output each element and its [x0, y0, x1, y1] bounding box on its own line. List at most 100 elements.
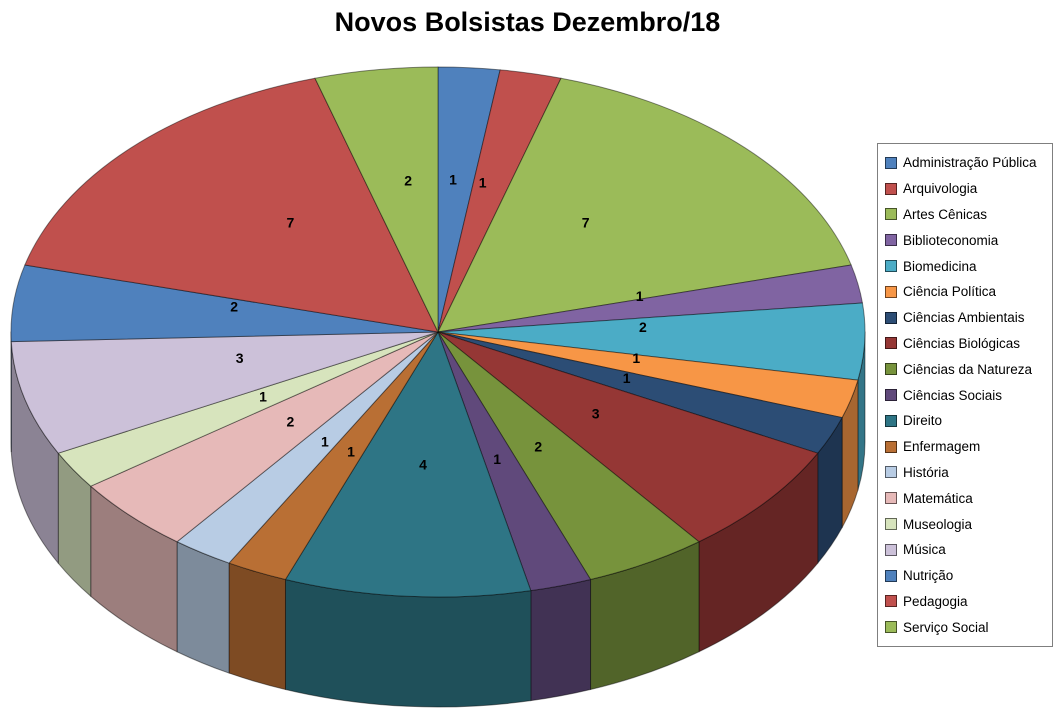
- slice-value-label: 2: [534, 439, 542, 455]
- pie-slice: [437, 331, 819, 543]
- legend-label: Ciência Política: [903, 284, 997, 300]
- legend-item: Matemática: [885, 485, 1052, 511]
- slice-value-label: 1: [636, 288, 644, 304]
- chart-title: Novos Bolsistas Dezembro/18: [334, 7, 721, 37]
- pie-slice: [24, 77, 439, 333]
- slice-value-label: 1: [321, 433, 329, 449]
- pie-side-walls: [10, 331, 866, 708]
- legend-label: Pedagogia: [903, 593, 968, 609]
- legend-swatch: [885, 311, 897, 324]
- legend-label: Direito: [903, 413, 943, 429]
- slice-value-label: 3: [236, 350, 244, 366]
- slice-value-label: 1: [493, 451, 501, 467]
- legend-item: Biblioteconomia: [885, 227, 1052, 253]
- pie-slice: [90, 331, 439, 543]
- pie-slice: [437, 264, 863, 333]
- legend-label: Artes Cênicas: [903, 206, 988, 222]
- pie-slice-wall: [176, 541, 230, 674]
- legend-label: Ciências Sociais: [903, 387, 1003, 403]
- legend-swatch: [885, 621, 897, 634]
- slice-value-label: 1: [479, 174, 487, 190]
- legend-label: Nutrição: [903, 568, 954, 584]
- slice-value-label: 7: [287, 215, 295, 231]
- pie-slice: [314, 66, 439, 333]
- legend-label: Música: [903, 542, 946, 558]
- pie-slice: [284, 331, 532, 598]
- legend-swatch: [885, 492, 897, 505]
- slice-value-label: 1: [449, 171, 457, 187]
- legend-label: Biomedicina: [903, 258, 977, 274]
- legend-label: História: [903, 464, 949, 480]
- legend-swatch: [885, 466, 897, 479]
- legend-swatch: [885, 156, 897, 169]
- legend-swatch: [885, 543, 897, 556]
- legend-item: Administração Pública: [885, 150, 1052, 176]
- legend-label: Museologia: [903, 516, 973, 532]
- legend-swatch: [885, 337, 897, 350]
- legend-label: Serviço Social: [903, 619, 989, 635]
- legend-label: Ciências da Natureza: [903, 361, 1033, 377]
- legend-item: Arquivologia: [885, 176, 1052, 202]
- legend-swatch: [885, 182, 897, 195]
- legend-swatch: [885, 595, 897, 608]
- pie-slice: [176, 331, 439, 564]
- pie-slice: [228, 331, 439, 581]
- slice-value-label: 2: [230, 298, 238, 314]
- legend-swatch: [885, 208, 897, 221]
- slice-value-label: 3: [592, 406, 600, 422]
- legend-item: Música: [885, 537, 1052, 563]
- legend-swatch: [885, 518, 897, 531]
- legend-label: Enfermagem: [903, 439, 981, 455]
- pie-slice: [437, 331, 859, 419]
- legend-item: Biomedicina: [885, 253, 1052, 279]
- slice-value-label: 1: [623, 370, 631, 386]
- legend-label: Ciências Ambientais: [903, 310, 1025, 326]
- legend-item: Pedagogia: [885, 589, 1052, 615]
- pie-slice: [437, 302, 866, 381]
- legend-item: História: [885, 460, 1052, 486]
- legend: Administração Pública Arquivologia Artes C…: [877, 143, 1053, 648]
- legend-item: Enfermagem: [885, 434, 1052, 460]
- pie-slice: [437, 77, 852, 333]
- pie-slice-wall: [530, 579, 592, 702]
- legend-swatch: [885, 363, 897, 376]
- legend-item: Ciências da Natureza: [885, 356, 1052, 382]
- legend-label: Arquivologia: [903, 181, 978, 197]
- legend-item: Serviço Social: [885, 614, 1052, 640]
- legend-swatch: [885, 389, 897, 402]
- legend-label: Administração Pública: [903, 155, 1037, 171]
- slice-value-label: 4: [419, 457, 427, 473]
- pie-slice: [437, 69, 562, 333]
- pie-slice-wall: [228, 562, 286, 691]
- legend-swatch: [885, 234, 897, 247]
- legend-label: Ciências Biológicas: [903, 335, 1021, 351]
- legend-swatch: [885, 414, 897, 427]
- pie-slice: [437, 331, 700, 581]
- slice-value-label: 2: [639, 319, 647, 335]
- pie-top-faces: [10, 66, 866, 598]
- legend-swatch: [885, 569, 897, 582]
- legend-item: Ciência Política: [885, 279, 1052, 305]
- legend-item: Ciências Sociais: [885, 382, 1052, 408]
- legend-swatch: [885, 440, 897, 453]
- pie-slice: [10, 331, 439, 454]
- slice-value-label: 2: [287, 413, 295, 429]
- legend-item: Artes Cênicas: [885, 202, 1052, 228]
- legend-item: Ciências Biológicas: [885, 331, 1052, 357]
- legend-label: Biblioteconomia: [903, 232, 999, 248]
- slice-value-label: 1: [259, 389, 267, 405]
- pie-slice: [10, 264, 439, 343]
- pie-slice: [57, 331, 439, 487]
- legend-item: Nutrição: [885, 563, 1052, 589]
- slice-value-label: 2: [404, 173, 412, 189]
- slice-value-label: 7: [582, 215, 590, 231]
- legend-item: Museologia: [885, 511, 1052, 537]
- pie-slice: [437, 66, 501, 333]
- legend-label: Matemática: [903, 490, 973, 506]
- pie-slice-wall: [284, 579, 532, 708]
- slice-value-label: 1: [347, 444, 355, 460]
- legend-swatch: [885, 260, 897, 273]
- legend-item: Direito: [885, 408, 1052, 434]
